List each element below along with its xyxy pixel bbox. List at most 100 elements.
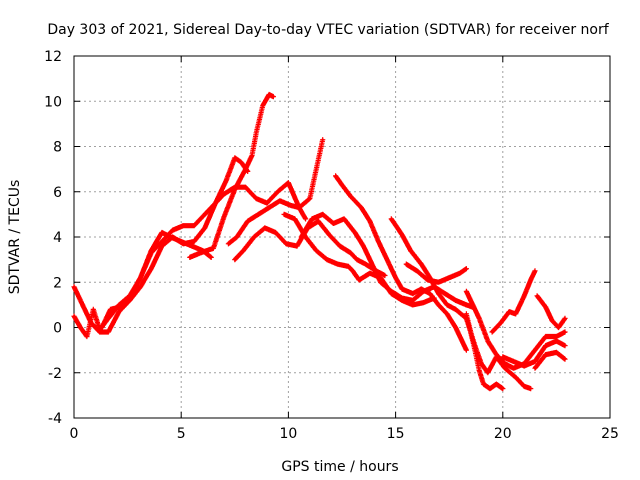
data-point	[368, 272, 372, 275]
data-point	[233, 188, 236, 191]
data-point	[445, 312, 449, 316]
data-point	[443, 292, 447, 295]
data-point	[325, 258, 329, 261]
data-point	[420, 262, 423, 266]
data-point	[422, 301, 425, 304]
data-point	[544, 344, 547, 347]
data-point	[332, 222, 335, 225]
data-point	[400, 296, 404, 300]
data-point	[342, 217, 346, 221]
data-point	[426, 278, 429, 282]
data-point	[107, 330, 110, 334]
series-track-2	[71, 155, 251, 335]
series-markers	[534, 293, 568, 331]
data-point	[512, 367, 515, 370]
data-point	[308, 197, 312, 200]
data-point	[128, 296, 131, 300]
data-point	[182, 224, 185, 227]
data-point	[321, 213, 324, 216]
data-point	[203, 213, 206, 216]
data-point	[501, 355, 504, 359]
data-point	[304, 217, 307, 221]
data-point	[355, 258, 359, 261]
series-track-11	[403, 261, 469, 285]
data-point	[171, 229, 174, 232]
data-point	[340, 183, 344, 187]
data-point	[478, 369, 481, 372]
data-point	[495, 353, 498, 356]
data-point	[199, 251, 202, 255]
data-point	[246, 219, 249, 223]
data-point	[100, 326, 104, 329]
data-point	[368, 219, 372, 223]
data-point	[287, 181, 290, 184]
data-point	[514, 312, 517, 316]
data-point	[295, 244, 299, 248]
data-point	[192, 240, 196, 243]
data-point	[242, 249, 245, 252]
data-point	[445, 303, 449, 307]
data-point	[272, 95, 275, 98]
data-point	[503, 362, 507, 365]
data-point	[486, 371, 489, 374]
data-point	[411, 303, 414, 307]
data-point	[544, 305, 547, 309]
data-point	[225, 179, 228, 182]
data-point	[465, 348, 468, 352]
series-track-3	[99, 180, 309, 331]
data-point	[212, 204, 215, 207]
series-track-13	[463, 311, 506, 392]
data-point	[555, 335, 558, 338]
data-point	[293, 217, 297, 221]
data-point	[437, 303, 440, 307]
data-point	[257, 213, 260, 216]
data-point	[222, 215, 226, 218]
data-point	[315, 167, 318, 171]
y-ticks: -4 -2 0 2 4 6 8 10 12	[44, 49, 610, 427]
data-point	[160, 231, 164, 234]
data-point	[85, 335, 89, 338]
data-point	[411, 292, 414, 295]
data-point	[563, 344, 567, 347]
x-tick-label: 25	[601, 426, 619, 442]
data-point	[458, 272, 462, 275]
data-point	[454, 326, 457, 329]
data-point	[349, 195, 352, 198]
data-point	[465, 267, 468, 270]
data-point	[454, 299, 457, 302]
data-point	[192, 224, 196, 227]
data-point	[482, 382, 485, 386]
data-point	[362, 244, 365, 248]
data-point	[244, 167, 247, 171]
data-point	[529, 387, 532, 390]
data-point	[495, 382, 498, 386]
data-point	[321, 138, 324, 141]
data-point	[265, 201, 269, 205]
data-point	[469, 330, 472, 334]
data-point	[465, 312, 468, 316]
data-point	[255, 197, 258, 200]
data-point	[210, 256, 213, 259]
data-point	[338, 244, 342, 248]
data-point	[267, 206, 271, 209]
data-point	[563, 330, 567, 334]
data-point	[171, 235, 174, 239]
y-tick-label: 10	[44, 94, 62, 110]
data-point	[233, 156, 236, 160]
data-point	[261, 104, 264, 107]
data-point	[448, 276, 451, 279]
series-track-17	[534, 293, 568, 331]
data-point	[117, 310, 121, 313]
data-point	[310, 217, 314, 221]
data-point	[385, 258, 389, 261]
data-point	[405, 262, 408, 266]
data-point	[544, 335, 547, 338]
data-point	[512, 360, 515, 363]
grid-lines	[74, 56, 610, 418]
data-point	[297, 206, 301, 209]
data-point	[454, 308, 457, 311]
data-point	[212, 247, 215, 250]
data-point	[117, 305, 121, 309]
data-point	[563, 317, 567, 320]
data-point	[529, 278, 532, 282]
